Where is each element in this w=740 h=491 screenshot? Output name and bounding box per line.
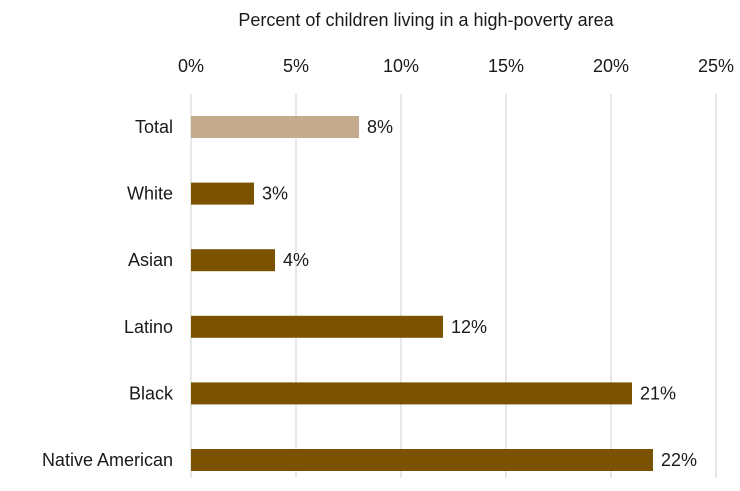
x-tick-label: 5% xyxy=(283,56,309,76)
bar xyxy=(191,449,653,471)
x-tick-label: 0% xyxy=(178,56,204,76)
bar xyxy=(191,382,632,405)
gridlines xyxy=(190,94,717,478)
data-label: 21% xyxy=(640,383,676,403)
category-label: White xyxy=(127,184,173,204)
labels: Total 8% White 3% Asian 4% Latino 12% Black 21% Na… xyxy=(42,117,697,470)
category-label: Total xyxy=(135,117,173,137)
bar xyxy=(191,182,254,205)
data-label: 12% xyxy=(451,317,487,337)
bar xyxy=(191,249,275,272)
bars xyxy=(191,116,653,471)
bar xyxy=(191,116,359,138)
category-label: Black xyxy=(129,383,174,403)
data-label: 3% xyxy=(262,184,288,204)
x-tick-label: 10% xyxy=(383,56,419,76)
category-label: Native American xyxy=(42,450,173,470)
category-label: Asian xyxy=(128,250,173,270)
data-label: 4% xyxy=(283,250,309,270)
x-tick-label: 20% xyxy=(593,56,629,76)
x-tick-label: 15% xyxy=(488,56,524,76)
bar xyxy=(191,315,443,338)
data-label: 22% xyxy=(661,450,697,470)
data-label: 8% xyxy=(367,117,393,137)
x-axis-ticks: 0% 5% 10% 15% 20% 25% xyxy=(178,56,734,76)
x-tick-label: 25% xyxy=(698,56,734,76)
category-label: Latino xyxy=(124,317,173,337)
x-axis-title: Percent of children living in a high-pov… xyxy=(238,10,614,30)
